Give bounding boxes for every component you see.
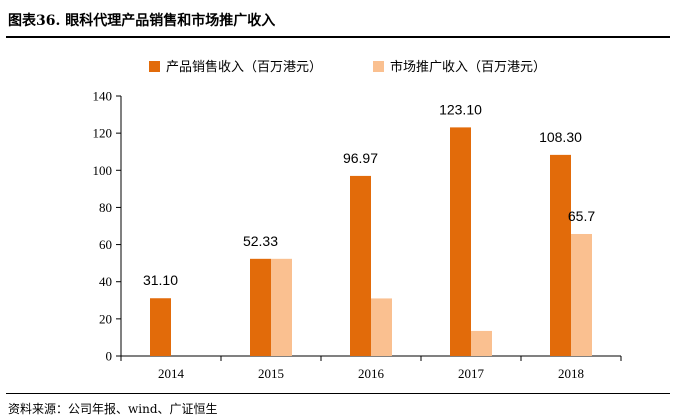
legend-label-sales: 产品销售收入（百万港元） bbox=[166, 59, 322, 75]
bar-chart: 产品销售收入（百万港元） 市场推广收入（百万港元） 0 20 40 60 80 100 12… bbox=[93, 59, 622, 381]
footer-divider bbox=[6, 393, 670, 394]
data-label-sales: 31.10 bbox=[143, 272, 178, 288]
bar-sales bbox=[550, 154, 571, 356]
y-tick-label: 60 bbox=[99, 237, 112, 252]
x-tick-label: 2015 bbox=[258, 366, 284, 381]
bar-sales bbox=[250, 258, 271, 356]
bar-marketing bbox=[571, 233, 592, 356]
bar-sales bbox=[150, 298, 171, 356]
chart-data-labels: 31.10 52.33 96.97 123.10 108.30 65.7 bbox=[143, 101, 595, 288]
bar-marketing bbox=[271, 258, 292, 356]
title-divider bbox=[6, 36, 670, 38]
chart-axes: 0 20 40 60 80 100 120 140 2014 2015 2016 2017 2018 bbox=[93, 89, 622, 381]
y-tick-label: 40 bbox=[99, 274, 112, 289]
x-tick-label: 2018 bbox=[558, 366, 584, 381]
y-tick-label: 80 bbox=[99, 200, 112, 215]
y-tick-label: 100 bbox=[93, 163, 113, 178]
data-label-sales: 123.10 bbox=[439, 101, 482, 117]
legend-swatch-sales bbox=[149, 61, 160, 72]
bar-sales bbox=[350, 175, 371, 356]
source-note: 资料来源：公司年报、wind、广证恒生 bbox=[8, 402, 218, 416]
y-tick-label: 0 bbox=[106, 349, 113, 364]
x-tick-label: 2014 bbox=[158, 366, 185, 381]
chart-figure-title: 图表36. 眼科代理产品销售和市场推广收入 bbox=[8, 13, 276, 29]
data-label-sales: 96.97 bbox=[343, 150, 378, 166]
x-tick-label: 2017 bbox=[458, 366, 485, 381]
bar-marketing bbox=[471, 330, 492, 356]
bar-marketing bbox=[371, 298, 392, 356]
data-label-sales: 108.30 bbox=[539, 129, 582, 145]
data-label-marketing: 65.7 bbox=[568, 208, 595, 224]
y-tick-label: 20 bbox=[99, 311, 112, 326]
x-tick-label: 2016 bbox=[358, 366, 385, 381]
bar-sales bbox=[450, 127, 471, 356]
y-tick-label: 120 bbox=[93, 126, 113, 141]
chart-bars bbox=[150, 127, 592, 356]
y-tick-label: 140 bbox=[93, 89, 113, 104]
data-label-sales: 52.33 bbox=[243, 233, 278, 249]
legend-swatch-marketing bbox=[373, 61, 384, 72]
legend-label-marketing: 市场推广收入（百万港元） bbox=[390, 59, 546, 75]
chart-legend: 产品销售收入（百万港元） 市场推广收入（百万港元） bbox=[149, 59, 546, 75]
